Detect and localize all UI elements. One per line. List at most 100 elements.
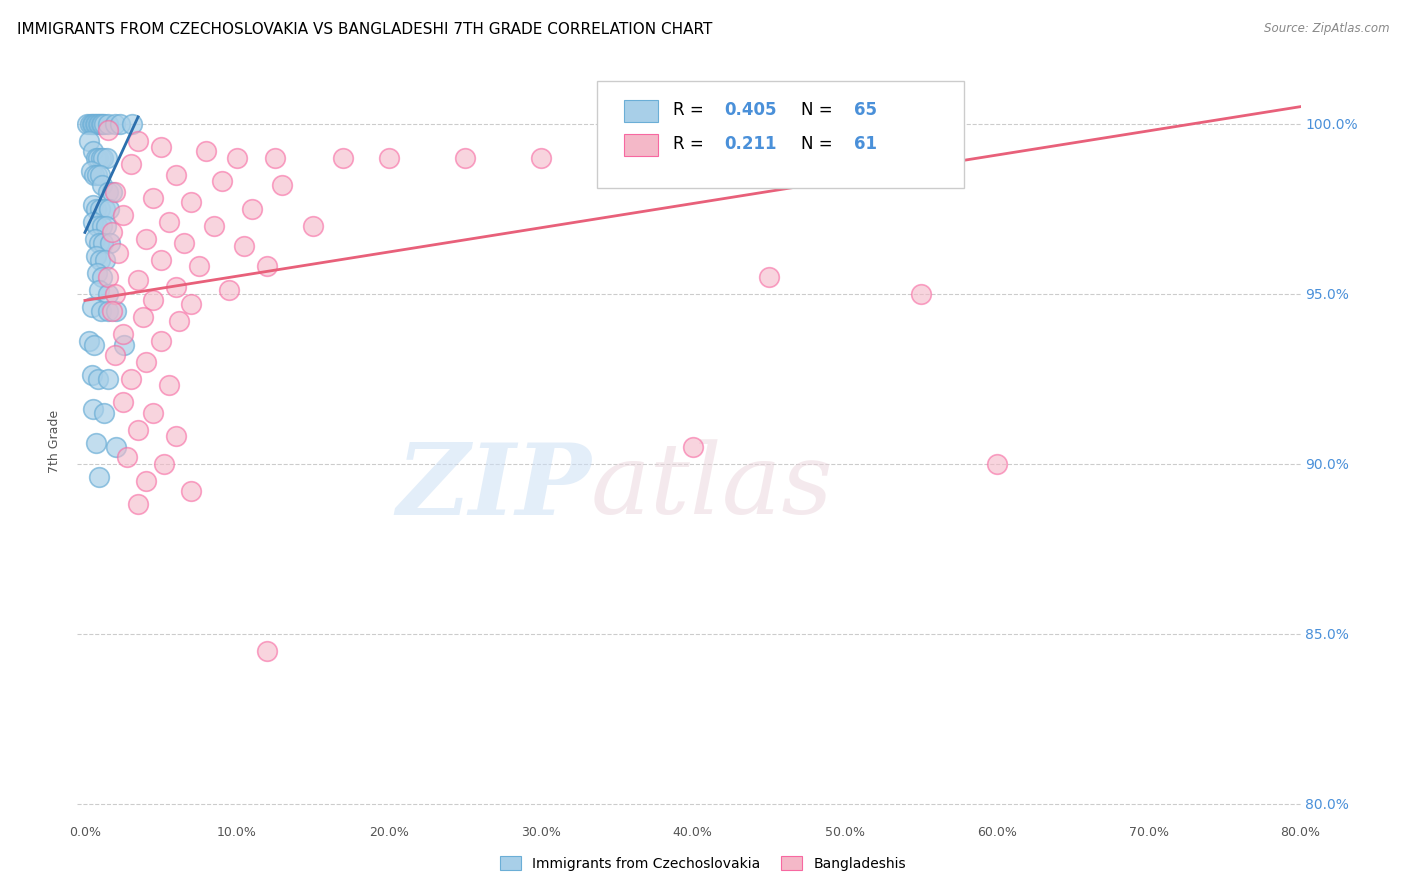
Point — [127, 498, 149, 512]
Point — [127, 423, 149, 437]
Point — [233, 239, 256, 253]
Point — [682, 440, 704, 454]
Point — [378, 151, 401, 165]
Text: R =: R = — [673, 136, 714, 153]
Point — [83, 168, 105, 182]
Point — [86, 168, 108, 182]
Point — [93, 117, 115, 131]
Point — [86, 219, 108, 233]
Point — [104, 117, 127, 131]
Point — [79, 334, 101, 349]
Point — [149, 334, 172, 349]
Point — [332, 151, 354, 165]
Point — [157, 378, 180, 392]
Point — [187, 260, 209, 274]
Point — [135, 354, 157, 368]
Text: ZIP: ZIP — [396, 439, 591, 535]
Point — [104, 348, 127, 362]
Point — [90, 303, 112, 318]
Point — [98, 202, 121, 216]
Text: 61: 61 — [853, 136, 877, 153]
Point — [89, 202, 111, 216]
Point — [77, 134, 100, 148]
Point — [87, 371, 110, 385]
Point — [142, 406, 165, 420]
Point — [89, 252, 111, 267]
Point — [454, 151, 477, 165]
Point — [195, 144, 218, 158]
Point — [180, 483, 202, 498]
FancyBboxPatch shape — [624, 135, 658, 156]
Text: N =: N = — [801, 136, 838, 153]
Point — [117, 450, 139, 464]
Point — [97, 185, 120, 199]
Point — [80, 164, 103, 178]
Point — [86, 266, 108, 280]
Point — [180, 297, 202, 311]
Point — [90, 151, 112, 165]
Point — [96, 219, 118, 233]
Point — [202, 219, 225, 233]
Point — [83, 232, 105, 246]
Text: IMMIGRANTS FROM CZECHOSLOVAKIA VS BANGLADESHI 7TH GRADE CORRELATION CHART: IMMIGRANTS FROM CZECHOSLOVAKIA VS BANGLA… — [17, 22, 713, 37]
Point — [165, 280, 187, 294]
Point — [758, 269, 780, 284]
Point — [87, 235, 110, 250]
Point — [530, 151, 553, 165]
Point — [157, 215, 180, 229]
Point — [153, 457, 176, 471]
Text: R =: R = — [673, 101, 709, 120]
Point — [108, 117, 131, 131]
Legend: Immigrants from Czechoslovakia, Bangladeshis: Immigrants from Czechoslovakia, Banglade… — [495, 850, 911, 876]
Point — [111, 209, 134, 223]
Point — [97, 286, 120, 301]
Point — [173, 235, 195, 250]
Point — [91, 151, 114, 165]
Point — [142, 293, 165, 308]
Point — [240, 202, 263, 216]
Text: 0.211: 0.211 — [724, 136, 778, 153]
Point — [131, 310, 153, 325]
Point — [107, 245, 129, 260]
Point — [127, 134, 149, 148]
Point — [135, 232, 157, 246]
Point — [91, 117, 114, 131]
Point — [105, 440, 128, 454]
Point — [83, 117, 105, 131]
Point — [90, 117, 112, 131]
Point — [87, 117, 110, 131]
Text: 0.405: 0.405 — [724, 101, 778, 120]
Point — [180, 194, 202, 209]
Point — [80, 300, 103, 314]
Point — [127, 273, 149, 287]
Point — [86, 117, 108, 131]
Text: 65: 65 — [853, 101, 877, 120]
Point — [97, 269, 120, 284]
Point — [111, 395, 134, 409]
Point — [76, 117, 98, 131]
Point — [90, 219, 112, 233]
Y-axis label: 7th Grade: 7th Grade — [48, 410, 62, 473]
Point — [149, 140, 172, 154]
Point — [93, 406, 115, 420]
Point — [112, 337, 135, 351]
Point — [83, 337, 105, 351]
Point — [89, 168, 111, 182]
Point — [82, 117, 104, 131]
Point — [105, 303, 128, 318]
Point — [87, 470, 110, 484]
Point — [97, 371, 120, 385]
Point — [93, 252, 115, 267]
Point — [211, 174, 233, 188]
Point — [111, 327, 134, 342]
Point — [104, 286, 127, 301]
Point — [167, 314, 190, 328]
Point — [165, 168, 187, 182]
Point — [89, 117, 111, 131]
Point — [120, 371, 142, 385]
Point — [101, 185, 124, 199]
Point — [271, 178, 294, 192]
Point — [104, 185, 127, 199]
Point — [225, 151, 247, 165]
Point — [256, 643, 278, 657]
